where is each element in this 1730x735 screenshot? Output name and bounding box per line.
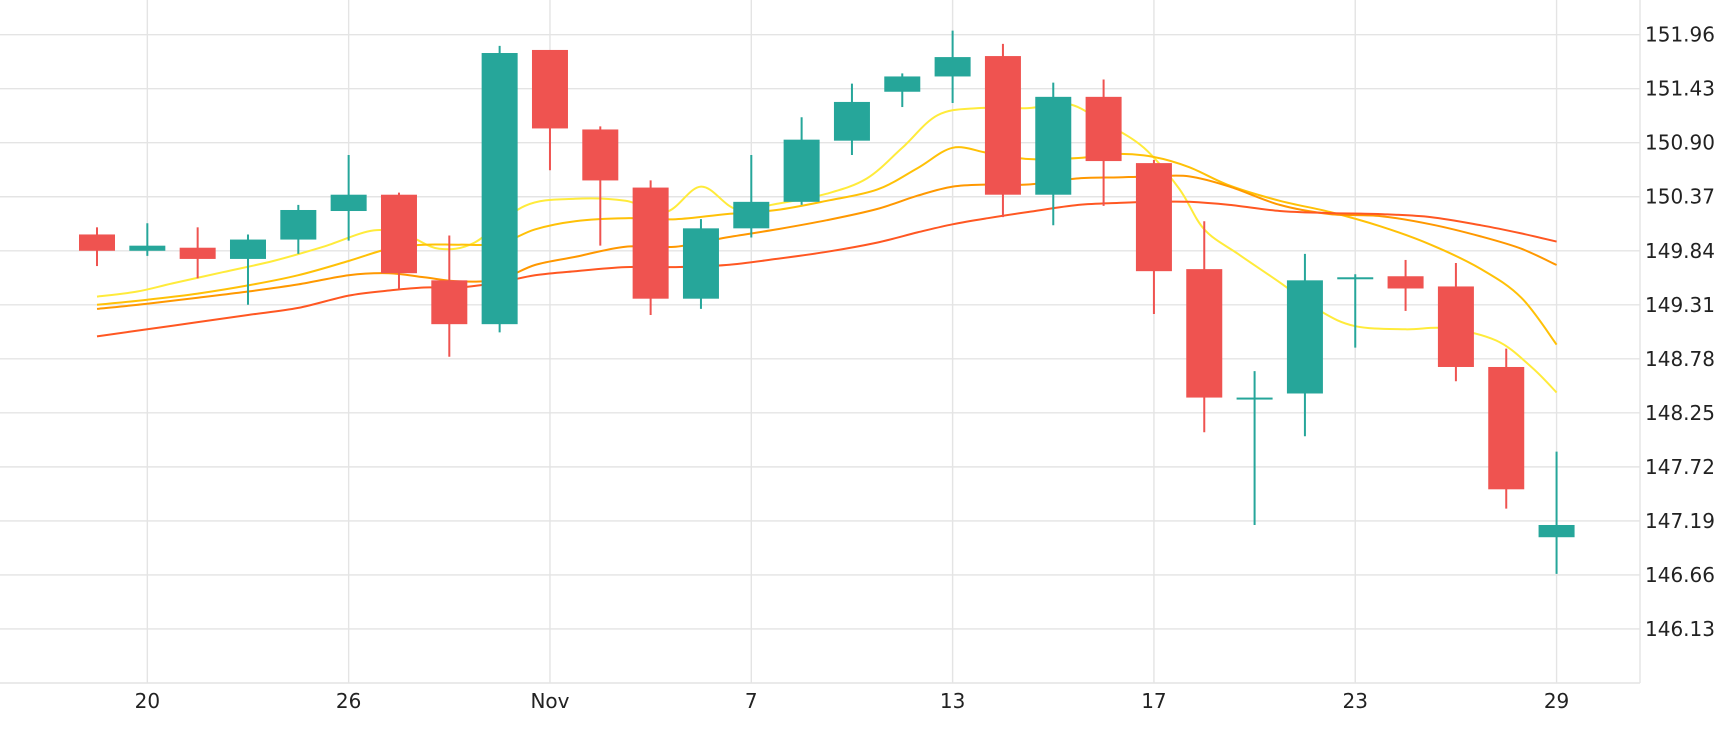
candle-body — [1286, 280, 1323, 394]
candle — [984, 43, 1021, 218]
y-tick-label: 147.72 — [1645, 455, 1715, 479]
candle — [380, 192, 417, 290]
candle — [1236, 371, 1273, 525]
candle — [783, 117, 820, 205]
candle-body — [1538, 524, 1575, 538]
candle — [129, 223, 166, 256]
candle-body — [1035, 96, 1072, 195]
candle-body — [330, 194, 367, 212]
candle-body — [531, 49, 568, 129]
candles — [79, 30, 1575, 574]
y-tick-label: 148.78 — [1645, 347, 1715, 371]
candle — [1437, 263, 1474, 382]
candle-body — [682, 228, 719, 299]
candle — [280, 204, 317, 254]
candle — [1337, 274, 1374, 348]
candle-body — [380, 194, 417, 274]
candle-body — [632, 187, 669, 299]
candle — [833, 83, 870, 155]
candle — [1286, 253, 1323, 437]
candle-body — [733, 201, 770, 229]
y-tick-label: 147.19 — [1645, 509, 1715, 533]
candle-body — [431, 280, 468, 325]
candle-body — [1186, 269, 1223, 398]
candle — [934, 30, 971, 103]
candle — [330, 154, 367, 241]
candle — [531, 49, 568, 171]
grid — [0, 0, 1640, 683]
candle — [179, 227, 216, 279]
candle — [79, 227, 115, 267]
candle-body — [481, 53, 518, 325]
candle — [1538, 451, 1575, 574]
x-tick-label: 29 — [1544, 689, 1569, 713]
candle — [229, 234, 266, 305]
candle-body — [129, 245, 166, 251]
candle-body — [1387, 276, 1424, 289]
candle — [1035, 82, 1072, 226]
x-tick-label: 13 — [940, 689, 965, 713]
candle-body — [1236, 397, 1273, 400]
candle — [1186, 221, 1223, 433]
candle-body — [582, 129, 619, 181]
candle-body — [1085, 96, 1122, 162]
y-tick-label: 150.90 — [1645, 131, 1715, 155]
candle — [582, 126, 619, 246]
y-tick-label: 150.37 — [1645, 185, 1715, 209]
x-tick-label: 23 — [1343, 689, 1368, 713]
y-tick-label: 148.25 — [1645, 401, 1715, 425]
x-tick-label: 7 — [745, 689, 758, 713]
candle — [1135, 160, 1172, 314]
candle-body — [229, 239, 266, 259]
candle-body — [1135, 163, 1172, 272]
moving-average-line-3 — [96, 174, 1558, 310]
y-tick-label: 146.13 — [1645, 617, 1715, 641]
moving-average-lines — [96, 102, 1558, 394]
y-tick-label: 149.31 — [1645, 293, 1715, 317]
x-tick-label: Nov — [530, 689, 569, 713]
x-tick-label: 17 — [1141, 689, 1166, 713]
candle-body — [884, 76, 921, 92]
candle — [1387, 259, 1424, 311]
moving-average-line-4 — [96, 200, 1557, 338]
candle-body — [179, 247, 216, 259]
candle — [733, 154, 770, 238]
candle — [682, 219, 719, 309]
candle-body — [1437, 286, 1474, 367]
candle-body — [1337, 277, 1374, 280]
candle-body — [833, 101, 870, 141]
y-tick-label: 151.43 — [1645, 77, 1715, 101]
axes: 151.96 151.43 150.90 150.37 149.84 149.31 148.… — [0, 0, 1715, 713]
x-tick-label: 20 — [135, 689, 160, 713]
candle-body — [984, 56, 1021, 195]
y-tick-label: 146.66 — [1645, 563, 1715, 587]
moving-average-line-1 — [96, 102, 1558, 394]
candle-body — [783, 139, 820, 202]
candle — [884, 73, 921, 108]
candle — [481, 45, 518, 333]
candle — [431, 235, 468, 357]
candle — [632, 180, 669, 315]
candle-body — [79, 234, 115, 251]
y-tick-label: 149.84 — [1645, 239, 1715, 263]
moving-average-line-2 — [96, 146, 1558, 346]
candle-body — [280, 209, 317, 240]
candle — [1488, 348, 1525, 509]
candle — [1085, 79, 1122, 206]
candle-body — [1488, 366, 1525, 490]
candle-body — [934, 57, 971, 77]
x-tick-label: 26 — [336, 689, 361, 713]
y-tick-label: 151.96 — [1645, 23, 1715, 47]
